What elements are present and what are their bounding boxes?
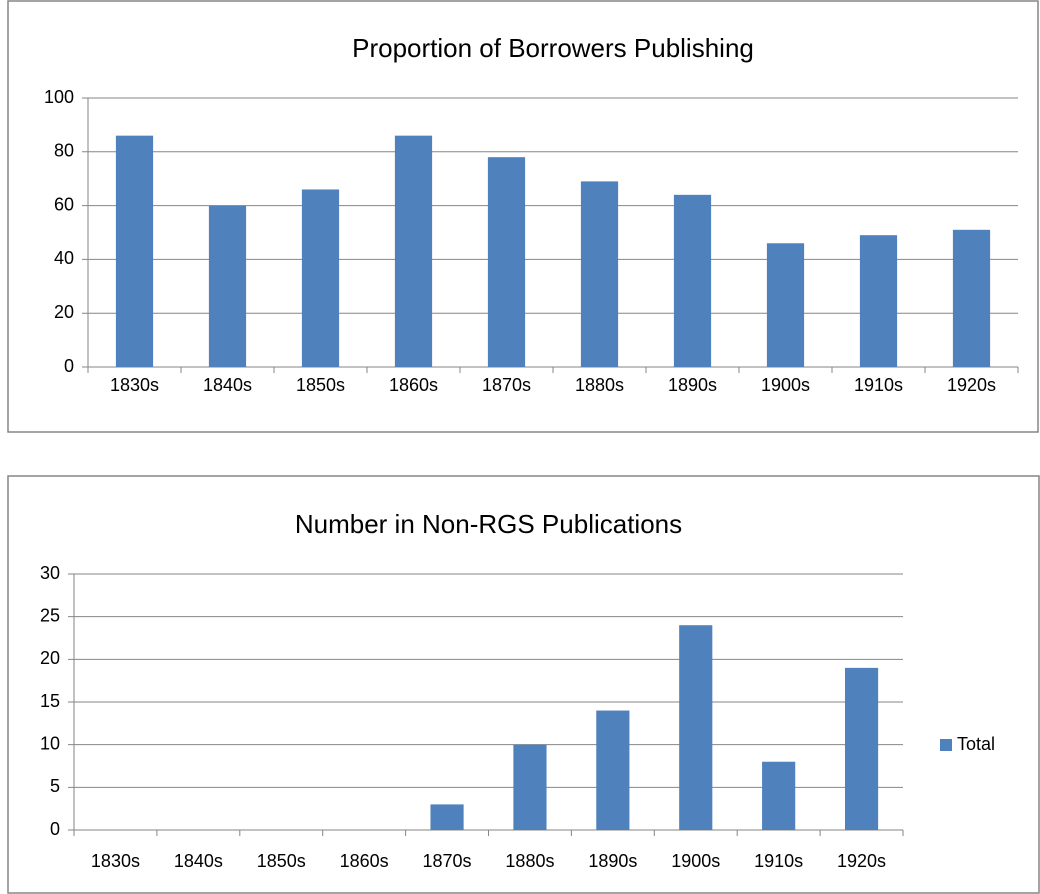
bar xyxy=(487,157,526,367)
x-tick-label: 1880s xyxy=(505,851,554,871)
y-tick-label: 25 xyxy=(40,605,60,625)
y-tick-label: 15 xyxy=(40,691,60,711)
x-tick-label: 1900s xyxy=(671,851,720,871)
x-tick-label: 1880s xyxy=(575,375,624,395)
x-tick-label: 1900s xyxy=(761,375,810,395)
y-tick-label: 0 xyxy=(50,819,60,839)
x-tick-label: 1870s xyxy=(423,851,472,871)
y-tick-label: 0 xyxy=(64,356,74,376)
bar xyxy=(513,744,547,830)
x-tick-label: 1850s xyxy=(257,851,306,871)
y-tick-label: 60 xyxy=(54,194,74,214)
x-tick-label: 1850s xyxy=(296,375,345,395)
bar xyxy=(208,205,247,367)
x-tick-label: 1830s xyxy=(91,851,140,871)
x-tick-label: 1920s xyxy=(947,375,996,395)
x-tick-label: 1920s xyxy=(837,851,886,871)
y-tick-label: 5 xyxy=(50,776,60,796)
bar xyxy=(394,135,433,367)
y-tick-label: 40 xyxy=(54,248,74,268)
bar xyxy=(766,243,805,367)
bar xyxy=(679,625,713,830)
x-tick-label: 1910s xyxy=(854,375,903,395)
legend-label: Total xyxy=(957,734,995,754)
y-tick-label: 20 xyxy=(54,302,74,322)
x-tick-label: 1910s xyxy=(754,851,803,871)
bar xyxy=(952,229,991,367)
x-tick-label: 1890s xyxy=(588,851,637,871)
y-tick-label: 10 xyxy=(40,733,60,753)
x-tick-label: 1860s xyxy=(389,375,438,395)
x-tick-label: 1890s xyxy=(668,375,717,395)
bar xyxy=(762,761,796,830)
bar xyxy=(301,189,340,367)
bar xyxy=(859,235,898,367)
bar xyxy=(430,804,464,830)
y-tick-label: 80 xyxy=(54,141,74,161)
x-tick-label: 1870s xyxy=(482,375,531,395)
bar xyxy=(844,667,879,830)
x-tick-label: 1860s xyxy=(340,851,389,871)
y-tick-label: 100 xyxy=(44,87,74,107)
legend-swatch xyxy=(940,739,952,751)
x-tick-label: 1830s xyxy=(110,375,159,395)
y-tick-label: 20 xyxy=(40,648,60,668)
chart-title: Proportion of Borrowers Publishing xyxy=(352,33,754,63)
x-tick-label: 1840s xyxy=(203,375,252,395)
x-tick-label: 1840s xyxy=(174,851,223,871)
bar xyxy=(580,181,619,367)
bar xyxy=(596,710,630,830)
bar xyxy=(673,194,712,367)
bar xyxy=(115,135,154,367)
y-tick-label: 30 xyxy=(40,563,60,583)
chart-title: Number in Non-RGS Publications xyxy=(295,509,682,539)
